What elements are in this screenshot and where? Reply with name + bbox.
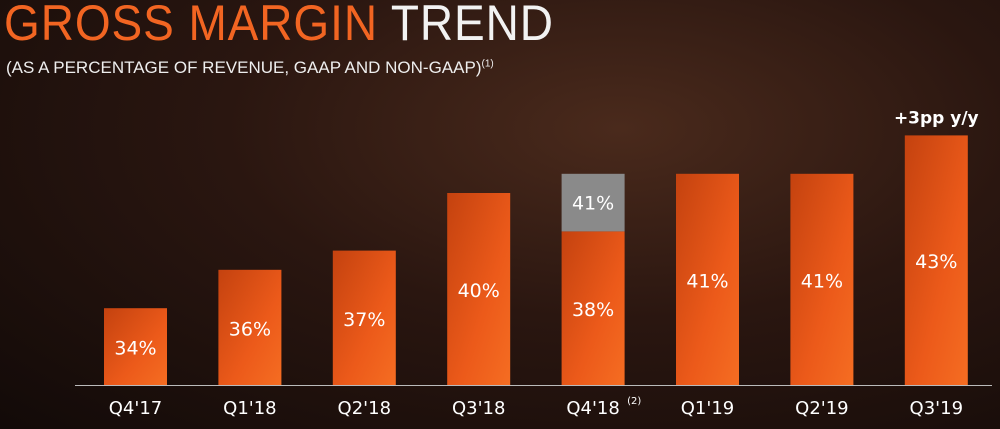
bar-value-label: 37% [343,309,385,331]
x-tick-label: Q1'19 [681,398,734,419]
x-tick-label: Q3'19 [910,398,963,419]
bar-gaap-extra [561,173,625,232]
bar-value-label: 40% [458,280,500,302]
bar-value-label: 34% [114,338,156,360]
x-tick-label: Q2'18 [338,398,391,419]
bar-3 [447,193,511,385]
bar-value-label: 36% [229,318,271,340]
chart-title: GROSS MARGIN TREND [4,0,554,52]
bar-2 [332,250,396,385]
bar-value-label: 41% [686,270,728,292]
x-tick-footnote: (2) [627,396,641,407]
title-part1: GROSS MARGIN [4,0,378,51]
bar-5 [676,173,739,385]
bar-1 [218,269,282,385]
x-tick-label: Q4'18 [566,398,619,419]
subtitle-text: (AS A PERCENTAGE OF REVENUE, GAAP AND NO… [6,58,482,77]
title-part2: TREND [390,0,554,51]
bar-value-label: 41% [801,270,843,292]
bar-4 [561,231,625,385]
bar-7 [904,135,968,385]
bar-6 [790,173,854,385]
chart-subtitle: (AS A PERCENTAGE OF REVENUE, GAAP AND NO… [6,58,494,78]
gaap-extra-label: 41% [572,193,614,215]
x-tick-label: Q4'17 [109,398,162,419]
bar-0 [104,308,167,385]
x-tick-label: Q3'18 [452,398,505,419]
subtitle-footnote: (1) [481,58,494,70]
bar-value-label: 38% [572,299,614,321]
bar-value-label: 43% [915,251,957,273]
annotation-yoy: +3pp y/y [894,108,979,128]
x-tick-label: Q2'19 [795,398,848,419]
x-tick-label: Q1'18 [223,398,276,419]
